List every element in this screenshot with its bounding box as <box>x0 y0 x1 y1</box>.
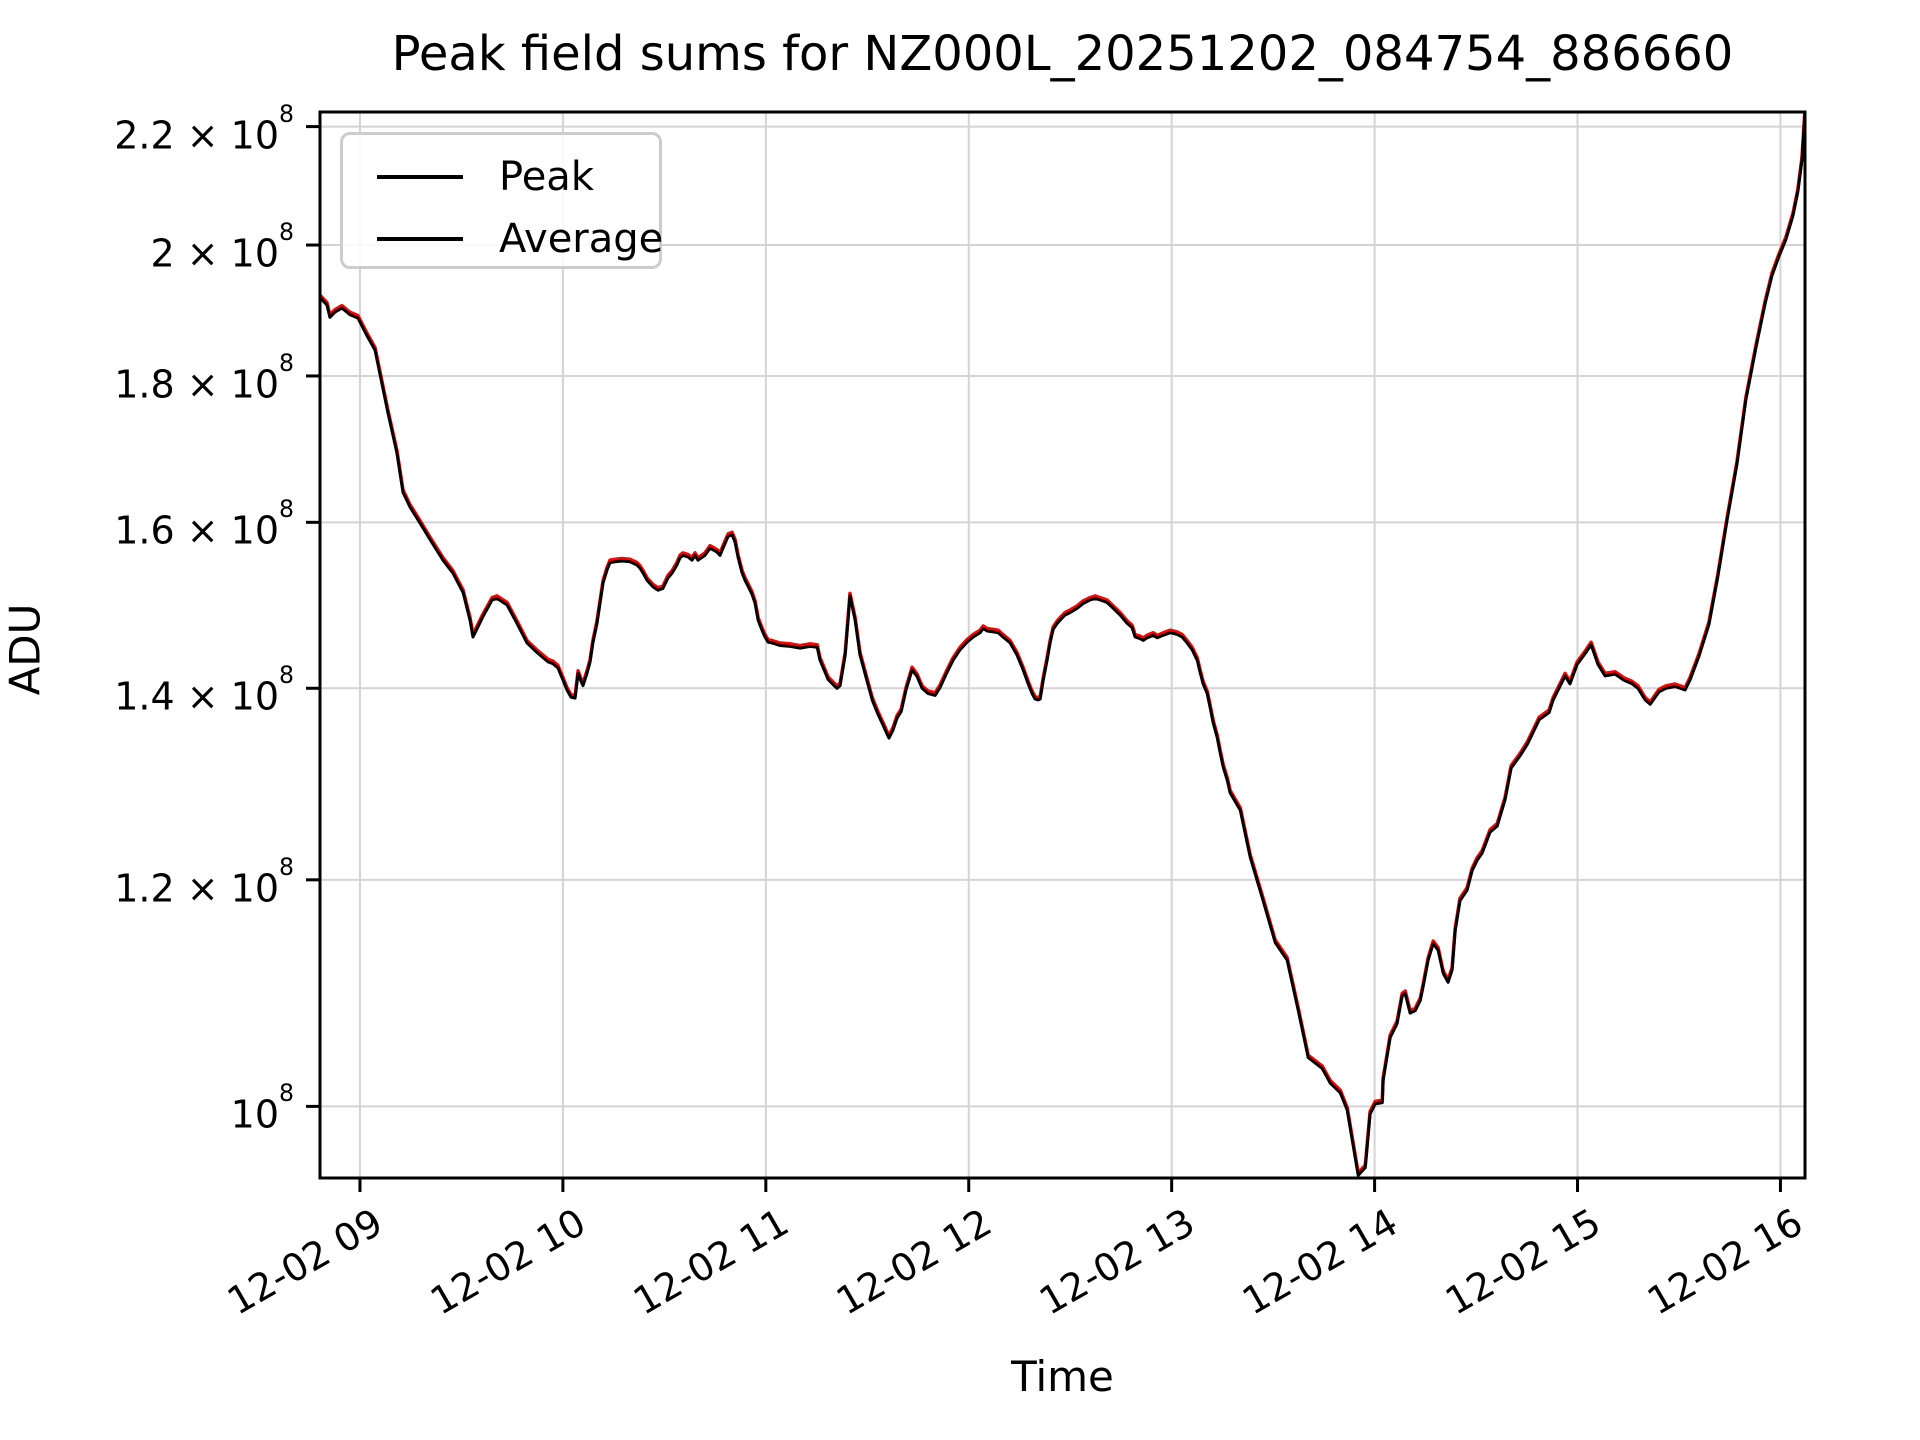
y-tick-label: 2.2 × 108 <box>114 99 294 158</box>
legend-item-average: Average <box>377 211 663 267</box>
chart-svg <box>306 110 1807 1192</box>
legend-line-peak-icon <box>377 175 463 179</box>
legend: Peak Average <box>340 132 663 269</box>
plot-frame <box>318 110 1807 1180</box>
series-line-average <box>320 112 1805 1177</box>
legend-label-peak: Peak <box>499 154 594 200</box>
y-tick-label: 1.2 × 108 <box>114 852 294 911</box>
legend-label-average: Average <box>499 216 664 262</box>
x-tick-label: 12-02 11 <box>625 1200 796 1324</box>
x-tick-label: 12-02 09 <box>220 1200 390 1324</box>
legend-item-peak: Peak <box>377 149 594 205</box>
legend-line-average-icon <box>377 237 463 241</box>
y-tick-label: 1.8 × 108 <box>114 349 294 407</box>
y-tick-label: 1.4 × 108 <box>114 661 294 719</box>
y-tick-label: 1.6 × 108 <box>114 495 294 553</box>
y-tick-label: 2 × 108 <box>150 218 294 276</box>
x-tick-label: 12-02 13 <box>1031 1200 1202 1324</box>
x-tick-label: 12-02 10 <box>422 1200 593 1324</box>
y-tick-label: 108 <box>230 1079 294 1138</box>
chart-title: Peak field sums for NZ000L_20251202_0847… <box>391 26 1734 82</box>
x-tick-label: 12-02 15 <box>1437 1200 1608 1324</box>
series-line-peak <box>320 112 1805 1175</box>
x-axis-label: Time <box>1011 1352 1114 1401</box>
x-tick-label: 12-02 14 <box>1234 1200 1405 1324</box>
plot-area: Peak Average <box>306 110 1807 1192</box>
x-tick-label: 12-02 12 <box>828 1200 999 1324</box>
x-tick-label: 12-02 16 <box>1640 1200 1811 1324</box>
